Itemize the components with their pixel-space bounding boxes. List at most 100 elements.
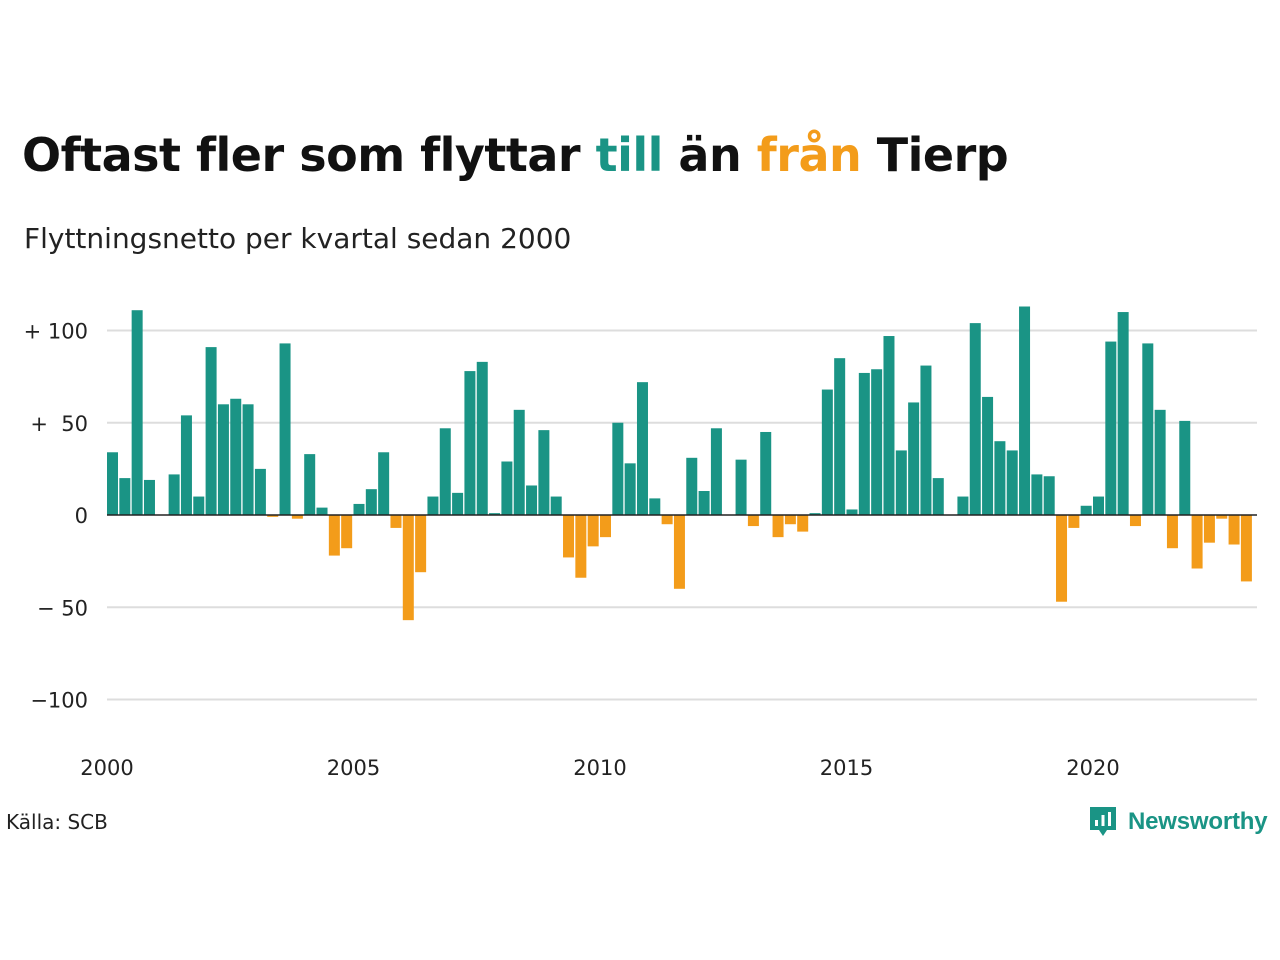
bar-positive xyxy=(168,474,180,515)
bar-positive xyxy=(846,509,858,515)
newsworthy-logo-icon xyxy=(1090,807,1116,836)
bar-negative xyxy=(1216,515,1228,519)
bar-negative xyxy=(328,515,340,556)
bar-positive xyxy=(439,428,451,515)
y-tick-label: 0 xyxy=(75,504,88,528)
bar-positive xyxy=(353,503,365,515)
bar-negative xyxy=(291,515,303,519)
bar-positive xyxy=(871,369,883,515)
bar-positive xyxy=(476,361,488,515)
bar-positive xyxy=(982,396,994,515)
bar-negative xyxy=(1129,515,1141,527)
bar-positive xyxy=(550,496,562,515)
bar-positive xyxy=(489,513,501,515)
bar-negative xyxy=(267,515,279,517)
bar-positive xyxy=(710,428,722,515)
bar-positive xyxy=(649,498,661,515)
brand-name: Newsworthy xyxy=(1128,808,1268,835)
bar-negative xyxy=(587,515,599,547)
bar-positive xyxy=(1031,474,1043,515)
bar-negative xyxy=(341,515,353,549)
bar-positive xyxy=(760,431,772,516)
source-label: Källa: SCB xyxy=(6,810,108,834)
bar-positive xyxy=(193,496,205,515)
bar-positive xyxy=(895,450,907,516)
bar-positive xyxy=(279,343,291,515)
y-tick-label: −100 xyxy=(30,689,88,713)
x-tick-label: 2015 xyxy=(820,756,873,780)
bar-positive xyxy=(513,409,525,515)
bar-positive xyxy=(686,457,698,516)
bar-positive xyxy=(1006,450,1018,516)
bar-positive xyxy=(452,492,464,515)
bar-negative xyxy=(784,515,796,525)
chart-subtitle: Flyttningsnetto per kvartal sedan 2000 xyxy=(24,222,572,255)
title-part-2: än xyxy=(662,128,757,182)
bar-positive xyxy=(932,478,944,515)
bar-positive xyxy=(1154,409,1166,515)
y-tick-label: − 50 xyxy=(37,596,88,620)
bar-positive xyxy=(809,513,821,515)
bar-positive xyxy=(501,461,513,516)
bar-positive xyxy=(821,389,833,515)
bar-positive xyxy=(612,422,624,515)
bar-positive xyxy=(883,336,895,515)
bar-negative xyxy=(402,515,414,621)
bar-negative xyxy=(673,515,685,589)
chart-title: Oftast fler som flyttar till än från Tie… xyxy=(22,128,1009,182)
bar-positive xyxy=(538,430,550,515)
title-part-1: Oftast fler som flyttar xyxy=(22,128,596,182)
bar-negative xyxy=(1191,515,1203,569)
bar-negative xyxy=(1203,515,1215,543)
bar-positive xyxy=(1105,341,1117,515)
bar-positive xyxy=(254,468,266,516)
bar-positive xyxy=(119,478,131,515)
bar-positive xyxy=(217,404,229,515)
bar-positive xyxy=(636,382,648,515)
bar-positive xyxy=(378,452,390,515)
title-highlight-fran: från xyxy=(756,128,862,182)
bar-positive xyxy=(994,441,1006,515)
bar-negative xyxy=(1068,515,1080,528)
bar-positive xyxy=(242,404,254,515)
bar-positive xyxy=(180,415,192,515)
axis-labels: + 100 + 50 0 − 50 −100 2000 2005 2010 2015 2020 xyxy=(24,320,1120,781)
bar-chart: + 100 + 50 0 − 50 −100 2000 2005 2010 2015 2020 xyxy=(24,306,1257,781)
bar-positive xyxy=(1117,312,1129,515)
bar-positive xyxy=(908,402,920,515)
bar-positive xyxy=(1019,306,1031,515)
bar-negative xyxy=(747,515,759,527)
bar-negative xyxy=(600,515,611,538)
bar-positive xyxy=(1043,476,1055,515)
bar-negative xyxy=(1240,515,1252,582)
bar-positive xyxy=(107,452,118,515)
bar-positive xyxy=(464,371,476,515)
bar-negative xyxy=(797,515,809,532)
bar-negative xyxy=(563,515,575,558)
brand-logo: Newsworthy xyxy=(1088,802,1268,842)
bar-negative xyxy=(1166,515,1178,549)
bar-positive xyxy=(230,398,242,515)
bar-negative xyxy=(415,515,427,573)
bar-positive xyxy=(143,479,155,515)
bar-positive xyxy=(316,507,328,515)
bar-negative xyxy=(1056,515,1068,602)
bar-positive xyxy=(858,372,870,515)
bars xyxy=(107,306,1252,621)
bar-positive xyxy=(624,463,636,515)
bar-positive xyxy=(1179,420,1191,515)
bar-positive xyxy=(969,323,981,515)
x-tick-label: 2000 xyxy=(80,756,133,780)
bar-negative xyxy=(661,515,673,525)
bar-negative xyxy=(1228,515,1240,545)
bar-negative xyxy=(575,515,587,578)
bar-positive xyxy=(698,491,710,515)
x-tick-label: 2005 xyxy=(327,756,380,780)
title-part-3: Tierp xyxy=(861,128,1009,182)
bar-positive xyxy=(131,310,143,515)
title-highlight-till: till xyxy=(595,128,664,182)
bar-positive xyxy=(304,454,316,515)
bar-positive xyxy=(365,489,377,515)
bar-positive xyxy=(834,358,846,515)
x-tick-label: 2020 xyxy=(1066,756,1119,780)
